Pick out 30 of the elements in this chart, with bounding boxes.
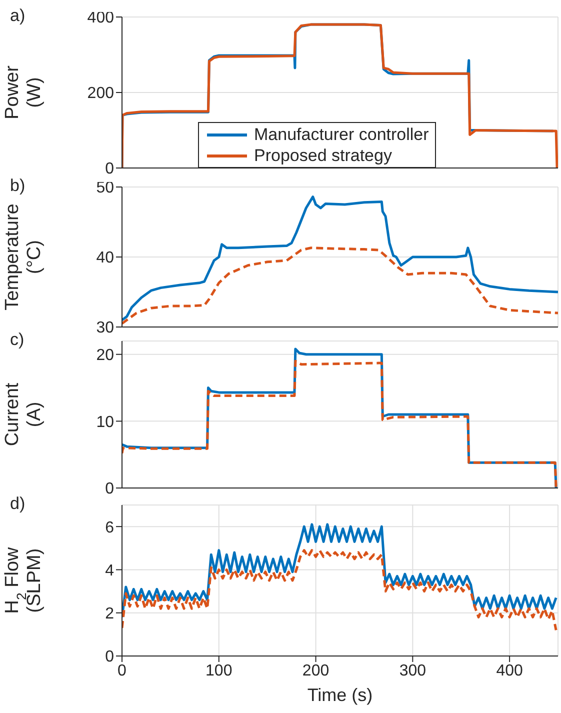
x-tick-label: 300 — [399, 662, 426, 680]
y-axis-title: Temperature (°C) — [2, 204, 45, 310]
x-axis-title: Time (s) — [307, 685, 373, 705]
y-axis-title: Current (A) — [2, 382, 45, 446]
x-tick-label: 0 — [118, 662, 127, 680]
y-tick-label: 200 — [87, 85, 114, 102]
y-tick-label: 30 — [96, 320, 114, 337]
y-tick-label: 0 — [105, 648, 114, 666]
y-tick-label: 40 — [96, 250, 114, 267]
x-tick-label: 100 — [206, 662, 232, 680]
y-tick-label: 2 — [105, 606, 114, 623]
y-tick-label: 0 — [105, 480, 114, 498]
y-tick-label: 0 — [105, 160, 114, 178]
text: a) — [10, 6, 26, 26]
text: d) — [10, 494, 26, 514]
y-tick-label: 10 — [96, 414, 114, 431]
line-series — [122, 549, 558, 632]
line-series — [122, 196, 558, 322]
text: b) — [10, 176, 26, 196]
line-series — [122, 246, 558, 325]
x-tick-label: 400 — [496, 662, 523, 680]
line-series — [122, 523, 558, 618]
x-tick-label: 200 — [302, 662, 330, 680]
legend-label: Proposed strategy — [254, 145, 392, 166]
y-tick-label: 20 — [96, 347, 114, 364]
y-axis-title: Power (W) — [2, 64, 45, 120]
text: c) — [10, 330, 24, 350]
y-tick-label: 4 — [105, 562, 114, 580]
legend-label: Manufacturer controller — [254, 124, 429, 145]
y-tick-label: 6 — [105, 519, 114, 536]
